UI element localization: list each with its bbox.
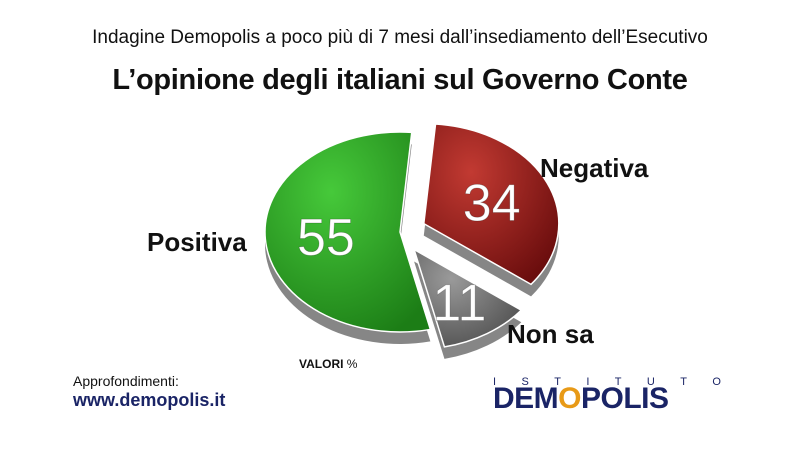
logo-letter: T: [554, 376, 561, 388]
logo-letter: T: [614, 376, 622, 388]
slice-value: 34: [463, 174, 521, 232]
unit-prefix: VALORI: [299, 357, 344, 371]
logo-letter: O: [712, 376, 721, 388]
slice-label: Positiva: [147, 227, 247, 257]
slice-label: Negativa: [540, 153, 649, 183]
pie-slice-non-sa: [412, 247, 523, 348]
pie-slice-positiva: [264, 131, 432, 333]
logo-letter: I: [586, 376, 590, 388]
logo-name-o: O: [558, 382, 582, 415]
chart-title: L’opinione degli italiani sul Governo Co…: [112, 64, 688, 96]
unit-note: VALORI %: [299, 357, 357, 371]
logo-letter: S: [521, 376, 529, 388]
pie-slice-negativa: [422, 123, 560, 286]
logo-letter: U: [646, 376, 655, 388]
more-info-label: Approfondimenti:: [73, 373, 179, 389]
logo-name-end: POLIS: [581, 382, 669, 415]
logo-letter: T: [680, 376, 687, 388]
chart-subtitle: Indagine Demopolis a poco più di 7 mesi …: [92, 27, 708, 48]
slice-value: 11: [432, 275, 486, 333]
logo-letter: I: [493, 376, 497, 388]
slice-label: Non sa: [507, 319, 594, 349]
logo-wordmark: DEMOPOLIS: [493, 382, 669, 416]
unit-symbol: %: [346, 357, 358, 371]
logo-name-start: DEM: [493, 382, 559, 415]
website-link[interactable]: www.demopolis.it: [73, 390, 226, 410]
slice-value: 55: [297, 209, 355, 267]
